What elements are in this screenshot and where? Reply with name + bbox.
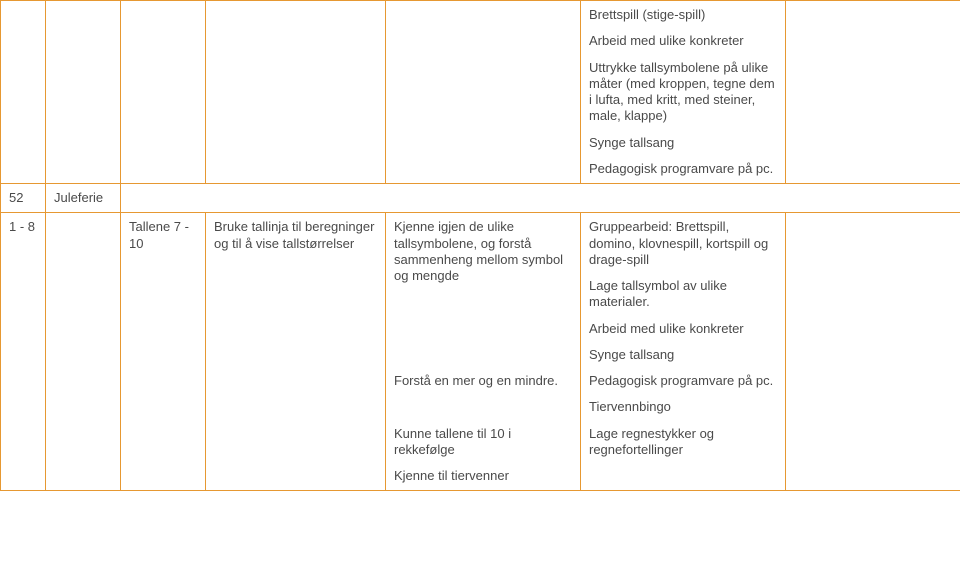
cell-paragraph: Synge tallsang [589, 135, 777, 151]
table-cell [46, 213, 121, 491]
cell-paragraph: Synge tallsang [589, 347, 777, 363]
table-cell [386, 1, 581, 184]
table-cell: 52 [1, 184, 46, 213]
table-cell: 1 - 8 [1, 213, 46, 491]
cell-paragraph: Kjenne til tiervenner [394, 468, 572, 484]
table-cell: Kjenne igjen de ulike tallsymbolene, og … [386, 213, 581, 491]
cell-paragraph [394, 399, 572, 415]
cell-paragraph: Arbeid med ulike konkreter [589, 321, 777, 337]
table-cell: Bruke tallinja til beregninger og til å … [206, 213, 386, 491]
table-cell [786, 213, 960, 491]
cell-paragraph: Gruppearbeid: Brettspill, domino, klovne… [589, 219, 777, 268]
table-row: 52 Juleferie [1, 184, 960, 213]
cell-paragraph: 52 [9, 190, 37, 206]
cell-paragraph: Pedagogisk programvare på pc. [589, 161, 777, 177]
cell-paragraph [394, 347, 572, 363]
curriculum-table: Brettspill (stige-spill) Arbeid med ulike… [0, 0, 960, 491]
cell-paragraph [394, 294, 572, 310]
cell-paragraph: Lage tallsymbol av ulike materialer. [589, 278, 777, 311]
cell-paragraph: Tiervennbingo [589, 399, 777, 415]
table-row: 1 - 8 Tallene 7 - 10 Bruke tallinja til be… [1, 213, 960, 491]
cell-paragraph: Brettspill (stige-spill) [589, 7, 777, 23]
table-row: Brettspill (stige-spill) Arbeid med ulike… [1, 1, 960, 184]
cell-paragraph: Juleferie [54, 190, 112, 206]
table-cell [121, 1, 206, 184]
table-cell [206, 1, 386, 184]
table-cell: Brettspill (stige-spill) Arbeid med ulike… [581, 1, 786, 184]
table-cell: Gruppearbeid: Brettspill, domino, klovne… [581, 213, 786, 491]
cell-paragraph: Pedagogisk programvare på pc. [589, 373, 777, 389]
cell-paragraph: Bruke tallinja til beregninger og til å … [214, 219, 377, 252]
table-cell: Juleferie [46, 184, 121, 213]
cell-paragraph: Uttrykke tallsymbolene på ulike måter (m… [589, 60, 777, 125]
table-cell [786, 1, 960, 184]
cell-paragraph [394, 321, 572, 337]
table-cell [46, 1, 121, 184]
cell-paragraph: Arbeid med ulike konkreter [589, 33, 777, 49]
cell-paragraph: Tallene 7 - 10 [129, 219, 197, 252]
table-cell [121, 184, 960, 213]
table-cell: Tallene 7 - 10 [121, 213, 206, 491]
cell-paragraph: Forstå en mer og en mindre. [394, 373, 572, 389]
cell-paragraph: Kjenne igjen de ulike tallsymbolene, og … [394, 219, 572, 284]
table-cell [1, 1, 46, 184]
cell-paragraph: Kunne tallene til 10 i rekkefølge [394, 426, 572, 459]
cell-paragraph: 1 - 8 [9, 219, 37, 235]
cell-paragraph: Lage regnestykker og regnefortellinger [589, 426, 777, 459]
